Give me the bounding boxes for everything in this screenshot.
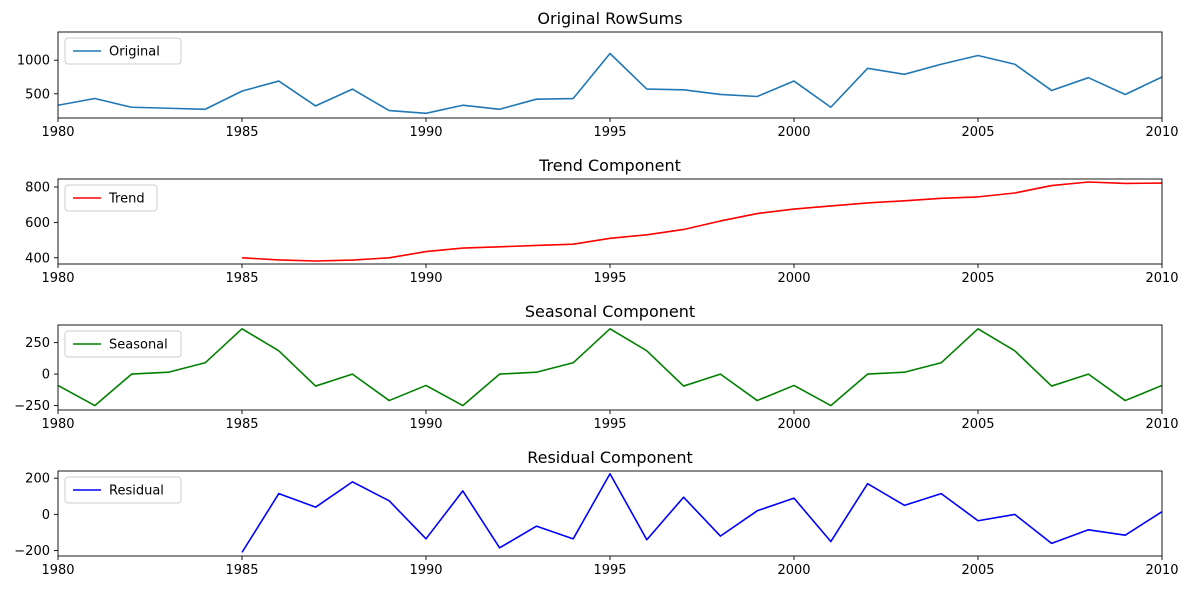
y-tick-label: 1000 [17,54,50,69]
legend-box [64,184,158,212]
x-tick-label: 1980 [41,125,74,140]
residual-chart-title: Residual Component [527,448,693,467]
seasonal-legend: Seasonal [64,330,182,358]
x-tick-label: 1990 [409,125,442,140]
seasonal-panel: Seasonal Component 1980 1985 1990 1995 2000 20… [14,302,1178,432]
y-tick-label: 500 [25,87,50,102]
x-tick-label: 1985 [225,417,258,432]
y-tick-label: 400 [25,251,50,266]
x-tick-label: 1995 [593,271,626,286]
x-tick-label: 1990 [409,271,442,286]
x-tick-label: 2005 [961,563,994,578]
x-tick-label: 1995 [593,563,626,578]
residual-axes-frame [57,470,1163,557]
residual-series-line [241,472,1163,553]
legend-box [64,37,182,65]
y-tick-label: 0 [42,368,50,383]
x-tick-label: 1995 [593,417,626,432]
y-tick-label: 800 [25,180,50,195]
trend-panel: Trend Component 1980 1985 1990 1995 2000 2005 2… [25,156,1178,286]
original-legend: Original [64,37,182,65]
original-series-line [57,52,1163,115]
trend-legend: Trend [64,184,158,212]
x-tick-label: 2010 [1145,563,1178,578]
legend-label: Trend [108,192,145,207]
seasonal-series-line [57,327,1163,407]
y-tick-label: 600 [25,216,50,231]
legend-box [64,330,182,358]
x-tick-label: 1985 [225,563,258,578]
trend-series-line [241,181,1163,262]
y-tick-label: 200 [25,472,50,487]
x-tick-label: 1990 [409,563,442,578]
x-tick-label: 2000 [777,125,810,140]
x-tick-label: 2000 [777,271,810,286]
legend-label: Original [109,45,160,60]
x-tick-label: 1980 [41,563,74,578]
x-tick-label: 1985 [225,271,258,286]
x-tick-label: 2005 [961,271,994,286]
y-tick-label: −250 [14,399,50,414]
x-tick-label: 1985 [225,125,258,140]
y-tick-label: 250 [25,336,50,351]
seasonal-chart-title: Seasonal Component [525,302,695,321]
original-panel: Original RowSums 1980 1985 1990 1995 2000 2005… [17,9,1179,140]
trend-axes-frame [57,178,1163,265]
legend-box [64,476,182,504]
trend-chart-title: Trend Component [538,156,681,175]
x-tick-label: 2005 [961,125,994,140]
legend-label: Residual [109,484,164,499]
x-tick-label: 2010 [1145,417,1178,432]
seasonal-axes-frame [57,324,1163,411]
y-tick-label: 0 [42,508,50,523]
x-tick-label: 2005 [961,417,994,432]
original-chart-title: Original RowSums [537,9,682,28]
residual-legend: Residual [64,476,182,504]
x-tick-label: 2000 [777,563,810,578]
x-tick-label: 1995 [593,125,626,140]
y-tick-label: −200 [14,544,50,559]
legend-label: Seasonal [109,338,168,353]
x-tick-label: 2010 [1145,271,1178,286]
x-tick-label: 1990 [409,417,442,432]
x-tick-label: 2010 [1145,125,1178,140]
x-tick-label: 1980 [41,417,74,432]
x-tick-label: 1980 [41,271,74,286]
original-axes-frame [57,31,1163,119]
x-tick-label: 2000 [777,417,810,432]
